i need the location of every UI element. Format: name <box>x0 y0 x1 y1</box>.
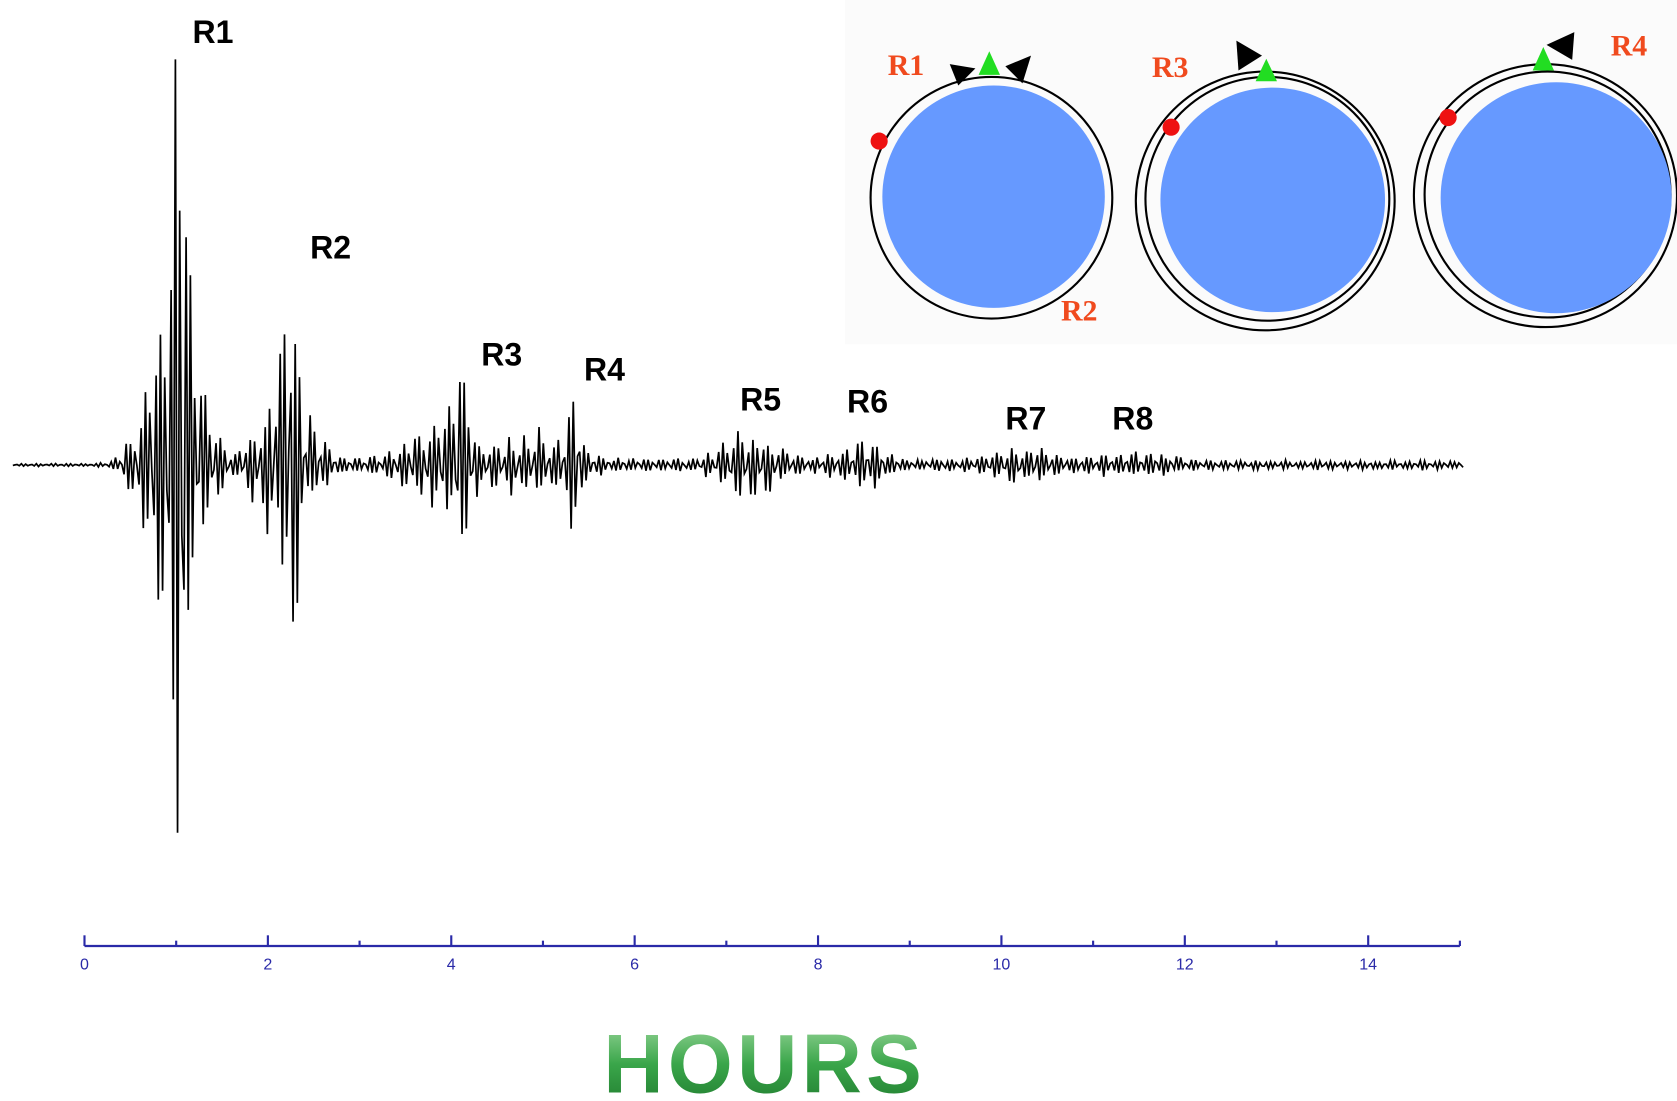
x-tick-label: 2 <box>263 956 272 974</box>
axis-title: HOURS <box>603 1017 926 1101</box>
x-tick-label: 14 <box>1359 956 1377 974</box>
inset-label: R1 <box>888 49 925 82</box>
phase-label: R4 <box>584 352 625 388</box>
phase-label: R8 <box>1112 401 1153 437</box>
station <box>1255 58 1278 82</box>
phase-label: R5 <box>740 381 781 417</box>
earth <box>1160 87 1386 313</box>
epicenter <box>1439 109 1457 127</box>
station <box>1532 47 1555 71</box>
phase-label: R3 <box>481 337 522 373</box>
wave-arrow <box>1005 55 1032 84</box>
x-tick-label: 4 <box>447 956 456 974</box>
epicenter <box>1162 118 1180 136</box>
wave-arrow <box>1236 40 1263 71</box>
epicenter <box>870 132 888 150</box>
phase-label: R2 <box>310 230 351 266</box>
seismogram-trace <box>12 59 1464 833</box>
station <box>978 51 1000 75</box>
x-tick-label: 10 <box>993 956 1011 974</box>
wave-arrow <box>1546 32 1575 60</box>
inset-label: R3 <box>1152 51 1189 84</box>
inset-label: R2 <box>1061 295 1098 328</box>
inset: R1 R2 R3 R4 <box>844 0 1677 345</box>
x-tick-label: 6 <box>630 956 639 974</box>
earth <box>882 85 1105 308</box>
x-tick-label: 12 <box>1176 956 1194 974</box>
phase-label: R1 <box>193 14 234 50</box>
phase-label: R7 <box>1005 401 1046 437</box>
orbit <box>869 75 1114 320</box>
inset-label: R4 <box>1611 30 1648 63</box>
x-tick-label: 0 <box>80 956 89 974</box>
earth <box>1440 82 1672 314</box>
wave-arrow <box>949 64 976 86</box>
phase-label: R6 <box>847 384 888 420</box>
x-tick-label: 8 <box>814 956 823 974</box>
